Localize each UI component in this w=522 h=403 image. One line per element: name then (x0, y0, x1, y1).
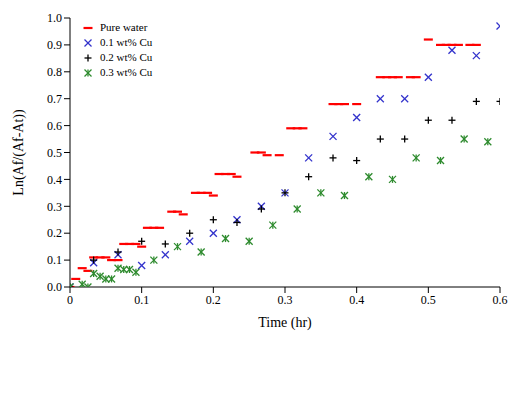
html-text:0.2 wt% Cu: 0.2 wt% Cu (100, 51, 153, 63)
svg-text:0.8: 0.8 (47, 65, 62, 79)
svg-text:0.4: 0.4 (47, 173, 62, 187)
svg-text:0.0: 0.0 (47, 280, 62, 294)
svg-text:0.4: 0.4 (349, 293, 364, 307)
svg-text:0.5: 0.5 (421, 293, 436, 307)
svg-text:0.6: 0.6 (47, 119, 62, 133)
svg-text:0.2: 0.2 (47, 226, 62, 240)
svg-text:1.0: 1.0 (47, 11, 62, 25)
svg-text:0.1: 0.1 (134, 293, 149, 307)
svg-text:0.5: 0.5 (47, 146, 62, 160)
svg-text:Ln(Af/(Af-At)): Ln(Af/(Af-At)) (11, 109, 27, 196)
html-text:Pure water: Pure water (100, 21, 148, 33)
svg-text:0: 0 (67, 293, 73, 307)
svg-text:Time (hr): Time (hr) (258, 315, 312, 331)
html-text:0.3 wt% Cu: 0.3 wt% Cu (100, 66, 153, 78)
svg-text:0.3: 0.3 (278, 293, 293, 307)
svg-text:0.1: 0.1 (47, 253, 62, 267)
svg-text:0.2: 0.2 (206, 293, 221, 307)
svg-text:0.9: 0.9 (47, 38, 62, 52)
svg-text:0.6: 0.6 (493, 293, 508, 307)
svg-text:0.3: 0.3 (47, 200, 62, 214)
html-text:0.1 wt% Cu: 0.1 wt% Cu (100, 36, 153, 48)
svg-text:0.7: 0.7 (47, 92, 62, 106)
